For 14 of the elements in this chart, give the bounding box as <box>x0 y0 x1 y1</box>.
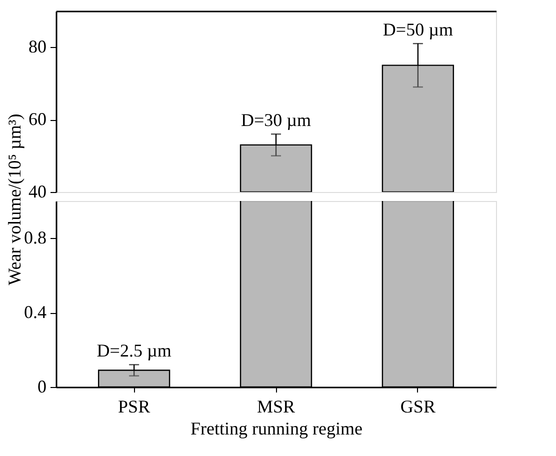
annotation: D=30 µm <box>240 110 312 130</box>
annotation: D=50 µm <box>382 20 453 40</box>
x-tick-label: PSR <box>118 396 150 416</box>
annotation: D=2.5 µm <box>96 340 172 361</box>
x-tick-label: MSR <box>256 396 296 416</box>
y-tick-label: 40 <box>28 182 46 202</box>
y-tick-label: 0 <box>38 376 46 396</box>
y-tick-label: 0.8 <box>24 228 46 248</box>
y-axis-title: Wear volume/(10⁵ µm³) <box>4 114 24 286</box>
x-axis-title: Fretting running regime <box>190 418 362 438</box>
y-tick-label: 60 <box>28 109 46 130</box>
x-tick-label: GSR <box>400 396 436 416</box>
y-tick-label: 0.4 <box>24 302 46 322</box>
y-tick-label: 80 <box>28 36 46 57</box>
